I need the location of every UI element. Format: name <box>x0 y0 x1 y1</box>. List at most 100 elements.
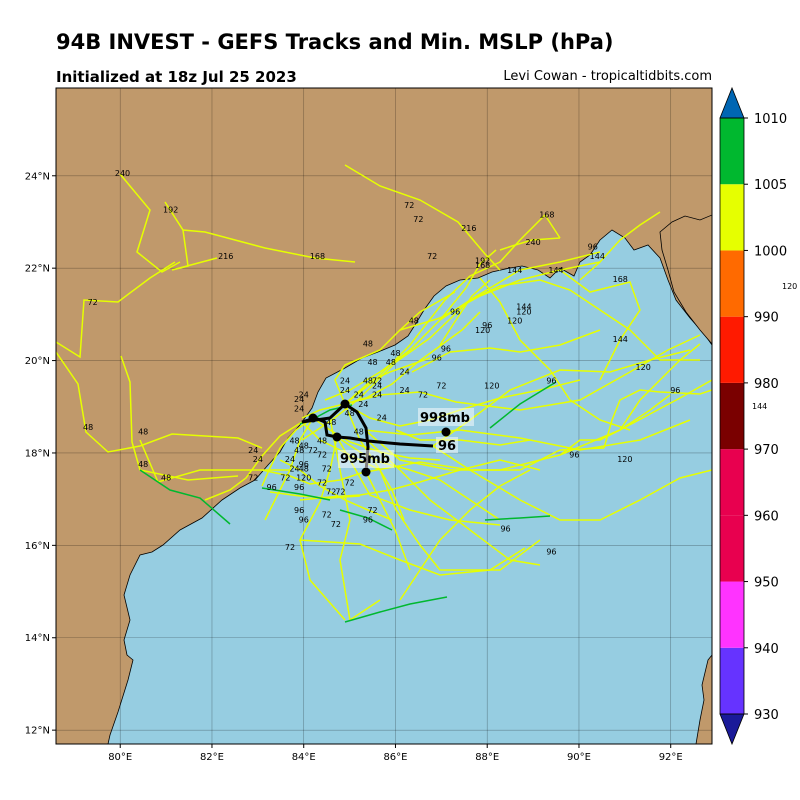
lat-tick-label: 12°N <box>25 726 50 737</box>
member-track <box>301 251 601 441</box>
forecast-hour-label: 48 <box>294 446 304 455</box>
forecast-hour-label: 240 <box>115 169 130 178</box>
forecast-hour-label: 24 <box>340 386 350 395</box>
forecast-hour-label: 120 <box>475 326 490 335</box>
colorbar-tick-label: 950 <box>754 576 779 591</box>
member-track <box>139 439 290 483</box>
forecast-hour-label: 96 <box>482 321 492 330</box>
forecast-hour-label: 24 <box>294 395 304 404</box>
forecast-hour-label: 96 <box>546 548 556 557</box>
member-track <box>204 421 303 501</box>
lat-tick-label: 22°N <box>25 264 50 275</box>
forecast-hour-label: 120 <box>516 307 531 316</box>
forecast-hour-label: 96 <box>294 506 304 515</box>
colorbar-band <box>720 449 744 516</box>
lat-tick-label: 14°N <box>25 633 50 644</box>
forecast-hour-label: 144 <box>548 266 563 275</box>
andaman-islands <box>695 654 712 744</box>
forecast-hour-label: 168 <box>475 261 490 270</box>
forecast-hour-label: 72 <box>418 391 428 400</box>
forecast-hour-label: 72 <box>248 474 258 483</box>
forecast-hour-label: 120 <box>636 363 651 372</box>
forecast-hour-label: 168 <box>310 252 325 261</box>
member-track <box>299 436 346 621</box>
colorbar-band <box>720 581 744 648</box>
forecast-hour-label: 216 <box>461 224 476 233</box>
forecast-hour-label: 96 <box>670 386 680 395</box>
lat-tick-label: 20°N <box>25 356 50 367</box>
weak-track-segment <box>339 509 393 531</box>
member-track <box>324 249 497 401</box>
forecast-hour-label: 24 <box>289 464 299 473</box>
lon-tick-label: 90°E <box>567 752 591 763</box>
member-track <box>119 173 181 273</box>
member-track <box>261 417 314 487</box>
forecast-hour-label: 72 <box>285 543 295 552</box>
colorbar-tick-label: 980 <box>754 377 779 392</box>
forecast-hour-label: 48 <box>317 437 327 446</box>
forecast-hour-label: 72 <box>413 215 423 224</box>
weak-track-segment <box>489 381 557 429</box>
member-track <box>299 459 541 501</box>
forecast-hour-label: 48 <box>326 418 336 427</box>
map-frame <box>55 87 713 745</box>
lon-tick-label: 88°E <box>475 752 499 763</box>
forecast-hour-label: 120 <box>484 381 499 390</box>
forecast-hour-label: 96 <box>588 243 598 252</box>
member-track <box>261 469 371 485</box>
member-track <box>344 164 501 271</box>
forecast-hour-label: 48 <box>161 474 171 483</box>
colorbar-band <box>720 316 744 383</box>
min-pressure-label: 995mb <box>340 452 390 467</box>
forecast-hour-label: 48 <box>354 427 364 436</box>
lon-tick-label: 82°E <box>200 752 224 763</box>
lat-tick-label: 18°N <box>25 448 50 459</box>
colorbar-band <box>720 184 744 251</box>
forecast-hour-label: 72 <box>280 474 290 483</box>
forecast-hour-label: 96 <box>500 524 510 533</box>
forecast-hour-label: 24 <box>377 414 387 423</box>
forecast-hour-label: 96 <box>299 460 309 469</box>
forecast-hour-label: 24 <box>372 381 382 390</box>
member-track <box>439 279 491 346</box>
colorbar-band <box>720 118 744 185</box>
forecast-hour-label: 96 <box>294 483 304 492</box>
forecast-hour-label: 24 <box>354 391 364 400</box>
lat-tick-label: 16°N <box>25 541 50 552</box>
myanmar-coast <box>659 214 712 345</box>
weak-track-segment <box>484 515 551 521</box>
forecast-hour-label: 120 <box>296 474 311 483</box>
forecast-hour-label: 24 <box>299 391 309 400</box>
forecast-hour-label: 24 <box>294 404 304 413</box>
lat-tick-label: 24°N <box>25 171 50 182</box>
forecast-hour-label: 24 <box>253 455 263 464</box>
forecast-hour-label: 96 <box>363 515 373 524</box>
colorbar-band <box>720 515 744 582</box>
credit: Levi Cowan - tropicaltidbits.com <box>503 69 712 84</box>
forecast-hour-label: 72 <box>88 298 98 307</box>
colorbar-tick-label: 930 <box>754 708 779 723</box>
member-track <box>411 329 601 373</box>
forecast-hour-label: 192 <box>475 257 490 266</box>
forecast-hour-label: 24 <box>400 386 410 395</box>
member-track <box>56 351 263 453</box>
forecast-hour-label: 72 <box>335 488 345 497</box>
colorbar-bottom-extend <box>719 713 745 746</box>
forecast-hour-label: 72 <box>317 451 327 460</box>
colorbar-tick-label: 1010 <box>754 112 787 127</box>
member-track <box>344 334 701 411</box>
forecast-hour-label: 48 <box>367 358 377 367</box>
member-track <box>619 343 701 431</box>
forecast-hour-label: 72 <box>322 464 332 473</box>
colorbar-tick-label: 970 <box>754 443 779 458</box>
colorbar-band <box>720 382 744 450</box>
member-track <box>279 459 393 521</box>
member-track <box>344 213 561 405</box>
forecast-hour-label: 120 <box>507 317 522 326</box>
forecast-hour-label: 24 <box>400 367 410 376</box>
forecast-hour-label: 48 <box>390 349 400 358</box>
forecast-hour-label: 144 <box>590 252 605 261</box>
forecast-hour-label: 72 <box>436 381 446 390</box>
member-track <box>301 311 481 419</box>
forecast-hour-label: 48 <box>386 358 396 367</box>
